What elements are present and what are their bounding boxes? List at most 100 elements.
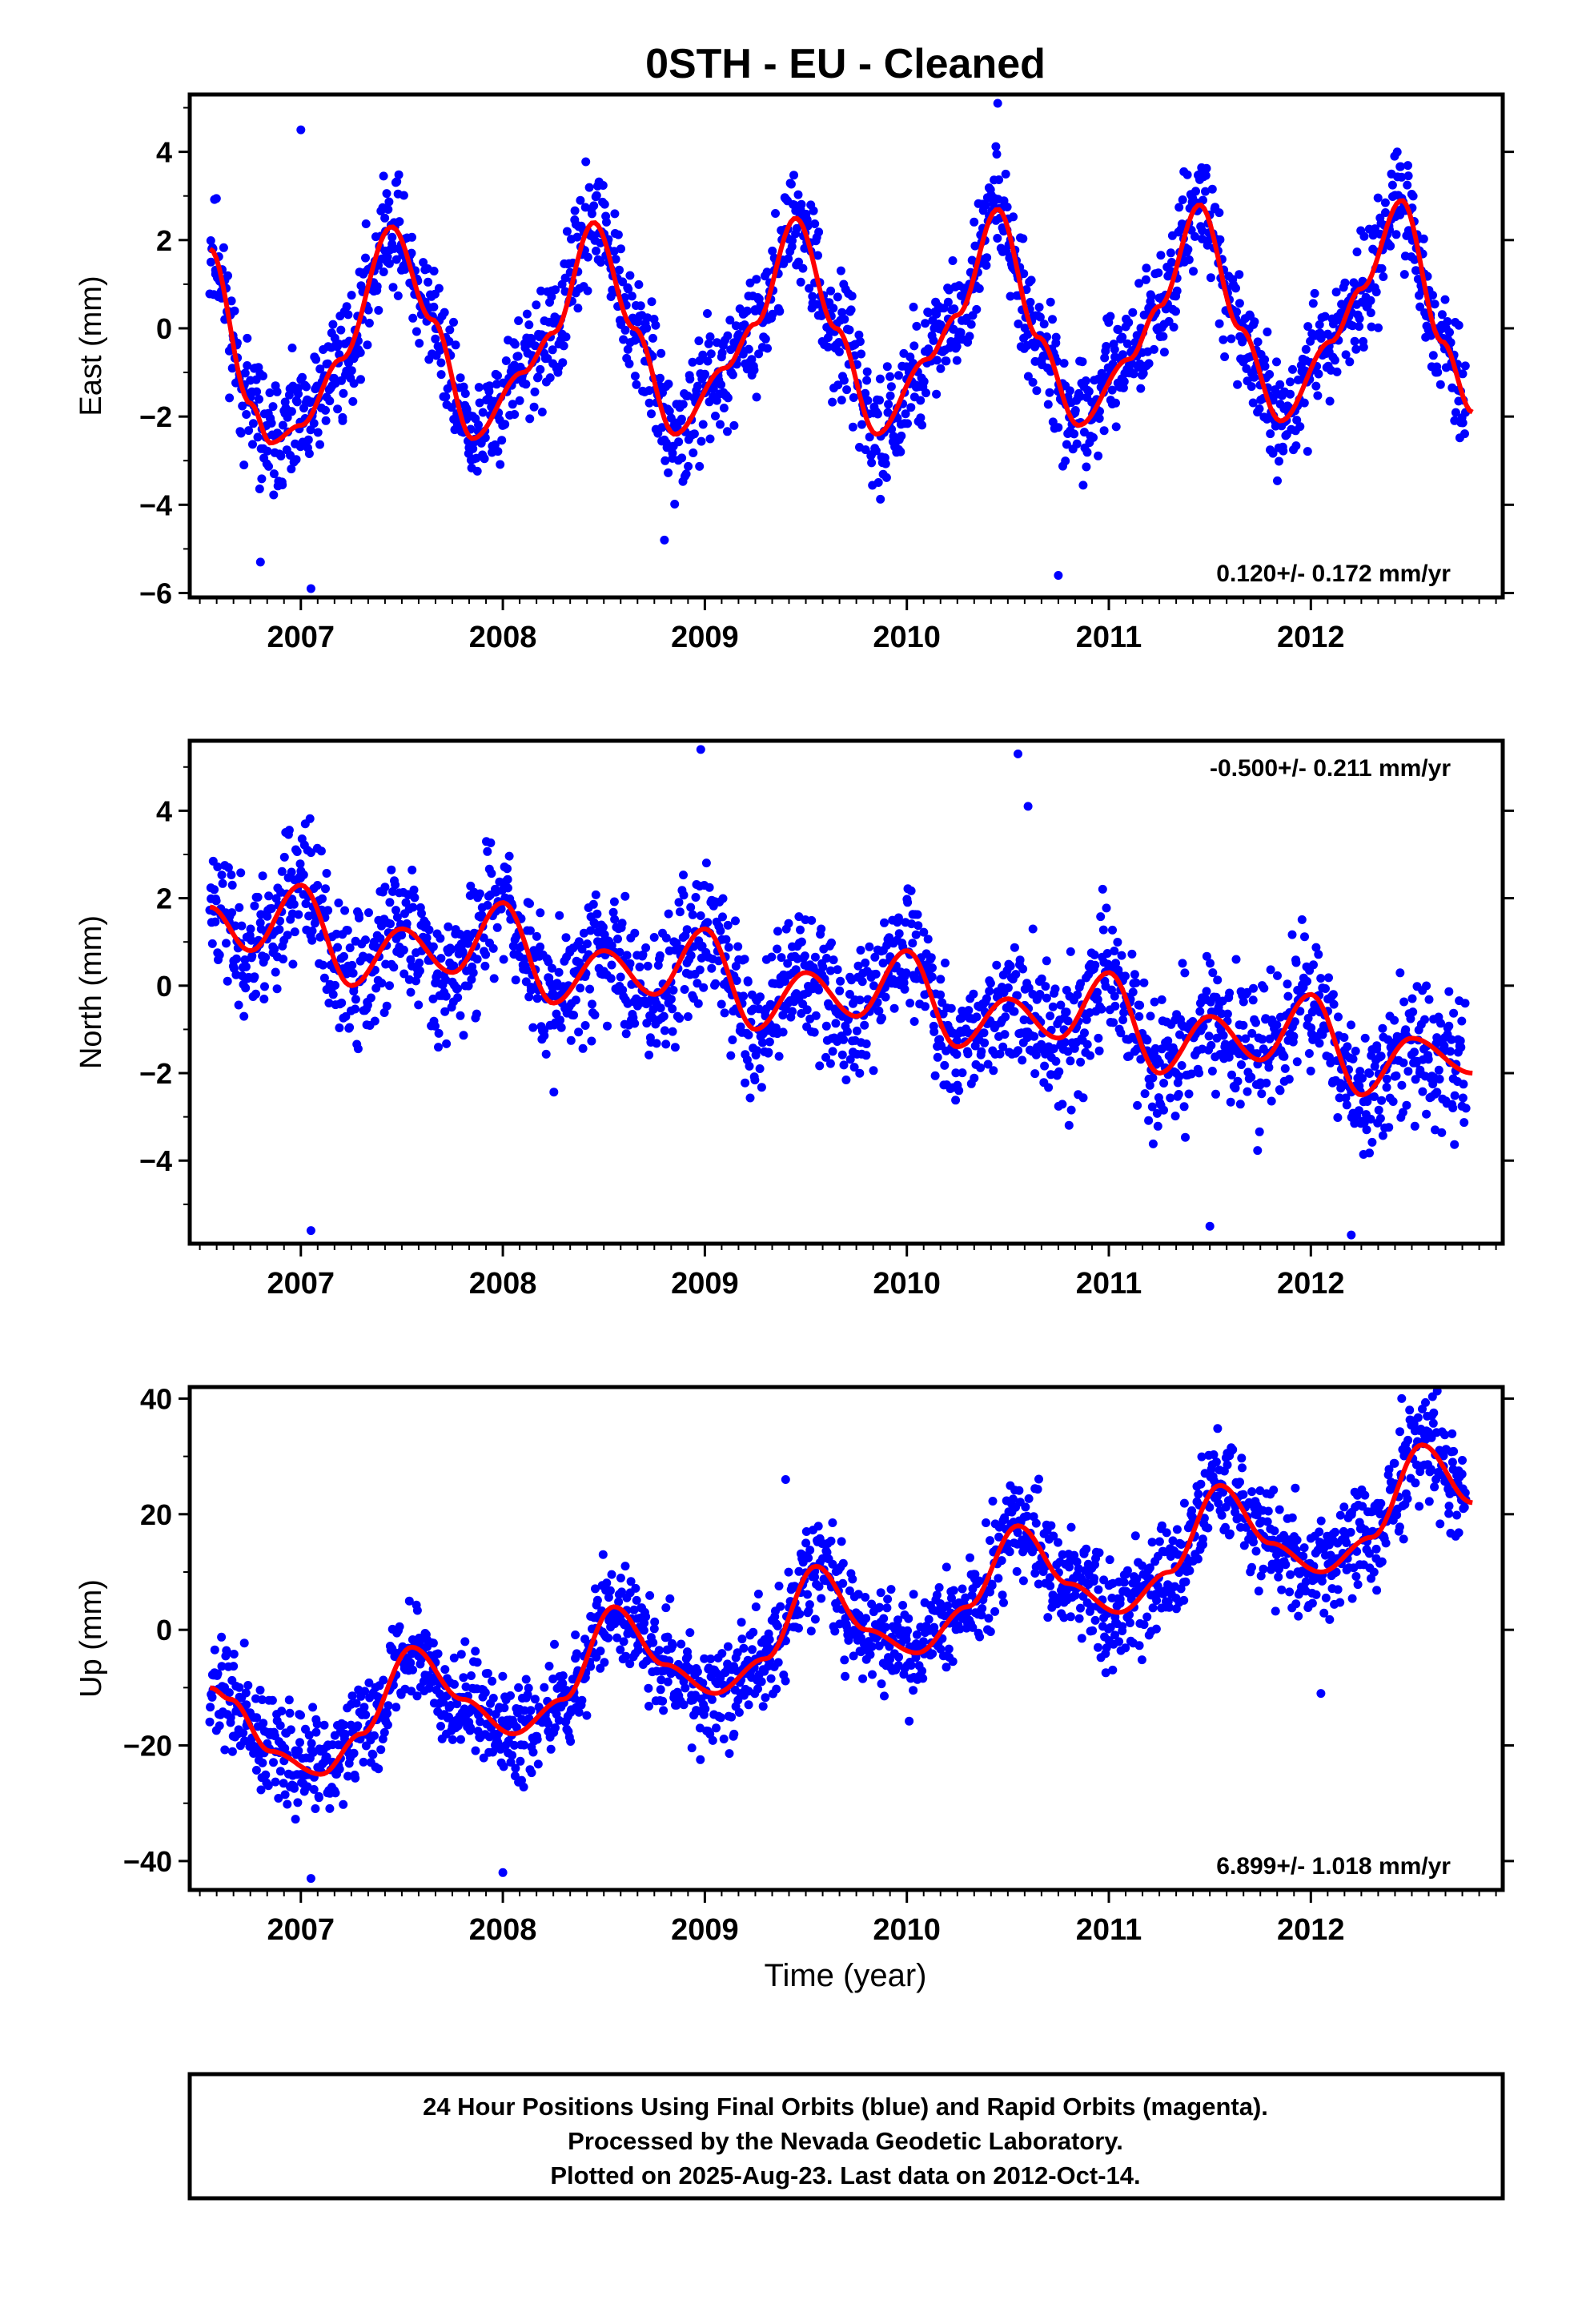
north-point	[1049, 1044, 1058, 1053]
up-point	[340, 1730, 350, 1739]
north-point	[213, 862, 223, 871]
east-point	[876, 494, 885, 504]
north-point	[1251, 1018, 1260, 1027]
east-point	[336, 325, 346, 335]
north-point	[388, 887, 397, 896]
up-point	[476, 1717, 485, 1727]
east-point	[384, 259, 394, 268]
north-point	[659, 1011, 669, 1021]
north-ytick-label: 2	[156, 883, 172, 915]
north-point	[351, 995, 360, 1004]
up-point	[596, 1647, 605, 1656]
up-point	[648, 1638, 658, 1647]
up-point	[751, 1602, 761, 1611]
east-point	[704, 339, 713, 348]
north-point	[472, 955, 482, 964]
north-point	[797, 937, 806, 947]
east-point	[338, 416, 347, 425]
north-point	[271, 894, 281, 903]
north-point	[644, 1050, 654, 1059]
up-point	[519, 1783, 528, 1791]
east-point	[871, 446, 881, 456]
north-point	[385, 981, 394, 991]
up-point	[591, 1584, 600, 1594]
east-point	[587, 209, 596, 219]
up-point	[286, 1725, 295, 1735]
north-point	[1247, 1072, 1256, 1082]
up-point	[275, 1767, 285, 1776]
north-point	[606, 974, 616, 983]
up-point	[459, 1673, 468, 1683]
east-point	[1191, 231, 1199, 241]
east-point	[1260, 361, 1270, 371]
up-point	[368, 1750, 378, 1759]
up-point	[577, 1695, 587, 1705]
east-point	[1111, 398, 1120, 408]
north-point	[569, 1011, 579, 1020]
east-point	[548, 345, 557, 355]
north-point	[1290, 1017, 1299, 1027]
up-point	[677, 1639, 686, 1649]
north-point	[536, 908, 545, 918]
north-point	[666, 995, 676, 1004]
east-point	[490, 440, 500, 449]
north-point	[428, 994, 438, 1003]
east-point	[1114, 325, 1123, 335]
up-point	[663, 1632, 673, 1642]
north-point	[1255, 1127, 1264, 1136]
up-point	[663, 1677, 673, 1687]
east-point	[1231, 283, 1240, 293]
up-point	[716, 1713, 725, 1723]
east-point	[1403, 180, 1412, 190]
up-point	[364, 1678, 374, 1687]
north-point	[431, 1021, 440, 1031]
north-point	[641, 943, 651, 952]
north-point	[951, 1068, 961, 1078]
north-point	[380, 883, 390, 892]
north-point	[364, 908, 373, 918]
north-point	[1461, 1104, 1471, 1113]
north-point	[408, 865, 417, 875]
up-point	[240, 1736, 249, 1746]
east-point	[298, 372, 307, 382]
north-point	[693, 979, 702, 988]
north-point	[828, 1047, 837, 1056]
north-point	[992, 960, 1002, 970]
up-point	[571, 1630, 580, 1639]
north-point	[841, 1076, 851, 1084]
north-point	[1166, 1093, 1175, 1103]
up-point	[794, 1566, 804, 1576]
north-point	[693, 999, 703, 1008]
up-point	[351, 1773, 360, 1783]
north-point	[620, 891, 630, 901]
north-point	[524, 992, 534, 1002]
east-point	[624, 284, 633, 294]
north-point	[1116, 1028, 1126, 1038]
east-point	[627, 292, 636, 301]
north-point	[345, 1023, 355, 1032]
north-point	[453, 993, 463, 1003]
north-point	[1248, 995, 1258, 1005]
up-point	[546, 1744, 556, 1754]
up-point	[733, 1648, 742, 1658]
up-point	[661, 1603, 671, 1613]
east-point	[392, 177, 402, 187]
east-point	[836, 266, 845, 275]
east-point	[694, 336, 704, 346]
up-point	[314, 1793, 323, 1803]
north-point	[608, 907, 618, 917]
north-point	[1133, 1100, 1142, 1110]
up-point	[725, 1749, 734, 1759]
north-point	[1159, 1105, 1168, 1115]
north-point	[1252, 1049, 1262, 1059]
north-point	[1422, 1109, 1431, 1119]
up-point	[772, 1684, 781, 1694]
north-point	[1273, 971, 1282, 980]
east-point	[225, 393, 235, 403]
east-point	[664, 468, 673, 477]
east-point	[1440, 295, 1450, 304]
north-point	[661, 1039, 671, 1049]
north-point	[1150, 1043, 1160, 1053]
up-point	[499, 1762, 508, 1771]
north-point	[387, 865, 396, 875]
